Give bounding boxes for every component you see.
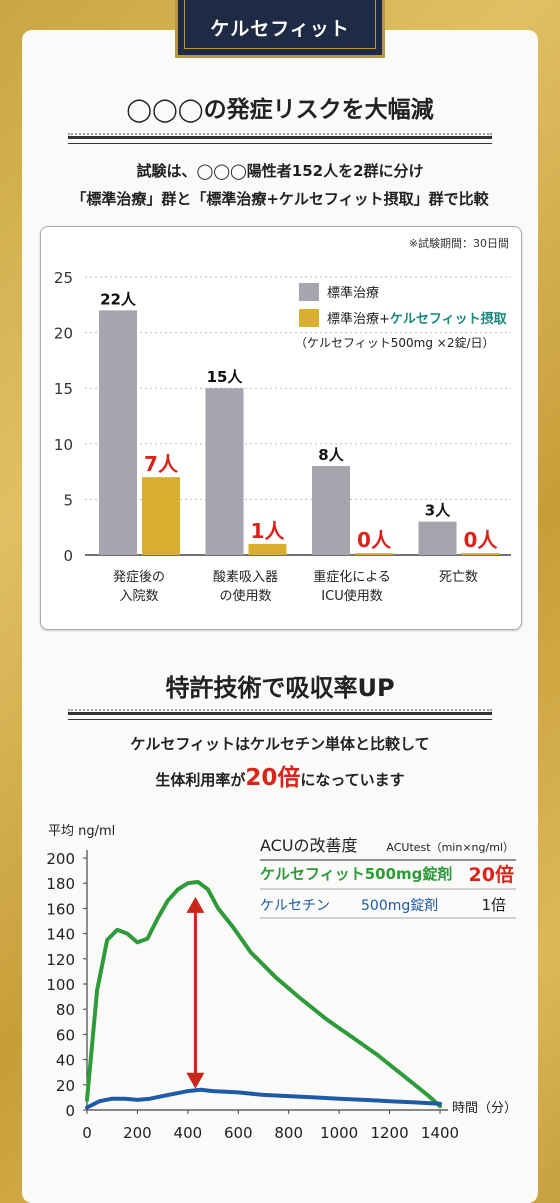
section1-divider: [68, 133, 492, 144]
section2-highlight: 20倍: [245, 765, 301, 791]
y-tick-label: 80: [56, 1001, 75, 1019]
bar-value-label: 7人: [144, 452, 179, 476]
section2-line1: ケルセフィットはケルセチン単体と比較して: [130, 735, 430, 753]
y-axis-title: 平均 ng/ml: [48, 824, 115, 839]
section2-title: 特許技術で吸収率UP: [165, 674, 395, 702]
category-label: 発症後の: [113, 570, 165, 585]
x-tick-label: 200: [123, 1124, 152, 1142]
bar-standard: [418, 521, 457, 555]
legend-label-standard: 標準治療: [327, 285, 379, 301]
bar-value-label: 22人: [100, 290, 137, 308]
y-tick-label: 40: [56, 1052, 75, 1070]
acu-row-quercetin-name-a: ケルセチン: [260, 898, 330, 914]
acu-row-quercefit-value: 20倍: [469, 863, 514, 886]
y-tick-label: 180: [46, 875, 75, 893]
x-tick-label: 600: [224, 1124, 253, 1142]
bar-standard: [312, 466, 350, 555]
y-tick-label: 60: [56, 1026, 75, 1044]
y-tick-label: 120: [46, 951, 75, 969]
acu-header-left: ACUの改善度: [260, 836, 358, 855]
section1-line2: 「標準治療」群と「標準治療+ケルセフィット摂取」群で比較: [71, 190, 489, 208]
bar-value-label: 0人: [357, 528, 392, 552]
brand-tab: ケルセフィット: [175, 0, 385, 58]
brand-name: ケルセフィット: [210, 18, 350, 40]
bar-quercefit: [461, 553, 500, 555]
bar-standard: [99, 310, 137, 555]
y-tick-label: 140: [46, 926, 75, 944]
trial-period-note: ※試験期間：30日間: [409, 236, 509, 250]
acu-header-right: ACUtest（min×ng/ml）: [386, 841, 514, 854]
bar-quercefit: [142, 477, 180, 555]
bar-quercefit: [248, 543, 287, 555]
x-axis-title: 時間（分）: [452, 1101, 517, 1116]
legend-swatch-quercefit: [299, 309, 319, 327]
category-label: 死亡数: [439, 570, 478, 585]
quercetin-curve: [85, 1087, 442, 1110]
category-label: 入院数: [119, 589, 158, 604]
legend-label-part1: 標準治療+: [327, 311, 390, 327]
legend-dosage-note: （ケルセフィット500mg ×2錠/日）: [295, 335, 495, 350]
category-label: 重症化による: [313, 569, 391, 585]
x-tick-label: 800: [274, 1124, 303, 1142]
y-tick-label: 0: [65, 1102, 75, 1120]
section2-line2-pre: 生体利用率が: [155, 771, 246, 789]
difference-arrow-head-bottom: [186, 1072, 205, 1089]
y-tick-label: 0: [63, 547, 73, 565]
section1-line1: 試験は、◯◯◯陽性者152人を2群に分け: [136, 162, 424, 180]
bar-standard: [205, 388, 244, 555]
y-tick-label: 15: [54, 380, 73, 398]
y-tick-label: 100: [46, 976, 75, 994]
category-label: ICU使用数: [321, 588, 382, 604]
y-tick-label: 25: [54, 269, 73, 287]
x-tick-label: 0: [82, 1124, 92, 1142]
acu-row-quercefit-name: ケルセフィット500mg錠剤: [260, 865, 452, 883]
quercefit-curve: [85, 879, 442, 1109]
y-tick-label: 20: [56, 1077, 75, 1095]
y-tick-label: 10: [54, 436, 73, 454]
y-tick-label: 200: [46, 850, 75, 868]
legend-label-part2: ケルセフィット摂取: [390, 311, 508, 327]
section2-line2: 生体利用率が20倍になっています: [0, 758, 560, 792]
legend-label-quercefit: 標準治療+ケルセフィット摂取: [327, 311, 508, 327]
y-tick-label: 5: [63, 491, 73, 509]
category-label: 酸素吸入器: [213, 570, 278, 585]
x-tick-label: 400: [174, 1124, 203, 1142]
bar-value-label: 15人: [207, 368, 244, 386]
category-label: の使用数: [219, 588, 271, 604]
line-chart: 平均 ng/ml 0 20 40 60 80 100 120 140 160 180 200 0 200 4…: [46, 824, 517, 1142]
bar-value-label: 1人: [251, 519, 286, 543]
difference-arrow-head-top: [186, 896, 205, 913]
x-tick-label: 1000: [320, 1124, 358, 1142]
section1-title: ◯◯◯の発症リスクを大幅減: [126, 97, 434, 123]
acu-row-quercetin-name-b: 500mg錠剤: [361, 898, 438, 914]
bar-value-label: 8人: [318, 446, 344, 464]
acu-row-quercetin-value: 1倍: [481, 896, 506, 914]
section2-line2-post: になっています: [300, 771, 405, 789]
x-tick-label: 1400: [421, 1124, 459, 1142]
y-tick-label: 160: [46, 900, 75, 918]
y-tick-label: 20: [54, 325, 73, 343]
x-tick-label: 1200: [370, 1124, 408, 1142]
legend-swatch-standard: [299, 283, 319, 301]
section2-divider: [68, 709, 492, 720]
bar-value-label: 0人: [464, 528, 499, 552]
bar-quercefit: [355, 553, 393, 555]
bar-chart-panel: ※試験期間：30日間 0 5 10 15 20 25 22人 7人発症後の入院数 15人 1人酸素吸…: [40, 226, 522, 630]
bar-value-label: 3人: [425, 502, 451, 520]
